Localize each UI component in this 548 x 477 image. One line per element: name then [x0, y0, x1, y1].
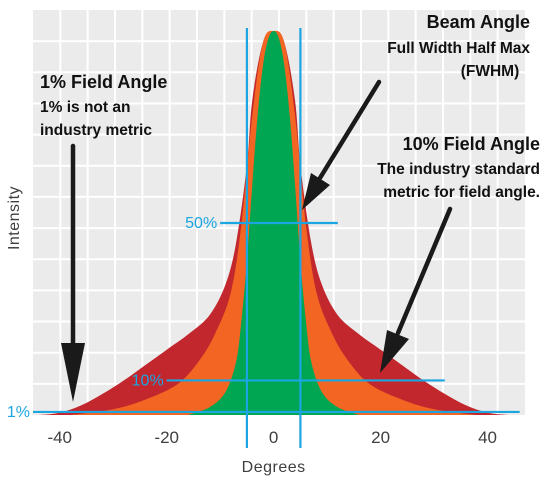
annotation-10pct-field-angle: 10% Field Angle The industry standard me… — [377, 134, 540, 201]
ten-pct-line-2: metric for field angle. — [383, 184, 540, 201]
x-tick-label: 40 — [478, 428, 497, 447]
one-pct-line-1: 1% is not an — [40, 99, 130, 116]
ten-pct-title: 10% Field Angle — [403, 134, 540, 154]
x-tick-label: 0 — [269, 428, 278, 447]
beam-angle-title: Beam Angle — [427, 12, 530, 32]
arrows — [61, 79, 453, 402]
level-label-3: 1% — [7, 404, 30, 421]
ten-pct-line-1: The industry standard — [377, 161, 540, 178]
beam-angle-arrow — [302, 79, 382, 210]
one-pct-title: 1% Field Angle — [40, 72, 167, 92]
y-axis-label: Intensity — [6, 186, 23, 250]
x-axis-label: Degrees — [242, 459, 306, 476]
reference-lines: 50% 10% 1% — [7, 28, 520, 448]
one-pct-line-2: industry metric — [40, 122, 152, 139]
annotation-beam-angle: Beam Angle Full Width Half Max (FWHM) — [387, 12, 530, 80]
beam-angle-line-2: (FWHM) — [461, 63, 520, 80]
level-label-2: 10% — [132, 372, 164, 389]
x-tick-label: -40 — [47, 428, 72, 447]
x-tick-label: 20 — [371, 428, 390, 447]
level-label-1: 50% — [185, 215, 217, 232]
one-pct-arrow — [61, 143, 85, 402]
annotation-1pct-field-angle: 1% Field Angle 1% is not an industry met… — [40, 72, 167, 139]
ten-pct-arrow — [380, 206, 453, 373]
beam-angle-line-1: Full Width Half Max — [387, 40, 530, 57]
x-axis-ticks: -40 -20 0 20 40 — [47, 428, 497, 447]
x-tick-label: -20 — [154, 428, 179, 447]
